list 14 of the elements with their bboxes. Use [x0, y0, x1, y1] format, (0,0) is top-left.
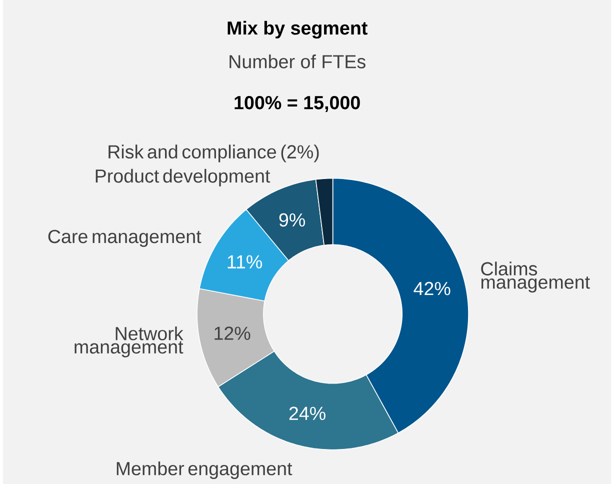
- data-label: 42%: [414, 282, 450, 295]
- slice-label: Risk and compliance (2%): [108, 144, 319, 162]
- data-label: 11%: [228, 255, 262, 268]
- data-label: 24%: [289, 406, 326, 420]
- slice-label: Care management: [48, 230, 202, 247]
- data-label: 9%: [279, 213, 305, 226]
- chart-subtitle: Number of FTEs: [230, 54, 366, 68]
- slice-label: Member engagement: [116, 461, 292, 479]
- chart-title: Mix by segment: [228, 20, 368, 38]
- data-label: 12%: [214, 326, 250, 340]
- slice-label: Claims management: [481, 261, 590, 292]
- slice-label: Network management: [74, 326, 184, 358]
- text: 100% = 15,000: [234, 96, 360, 112]
- slice-label: Product development: [96, 168, 270, 186]
